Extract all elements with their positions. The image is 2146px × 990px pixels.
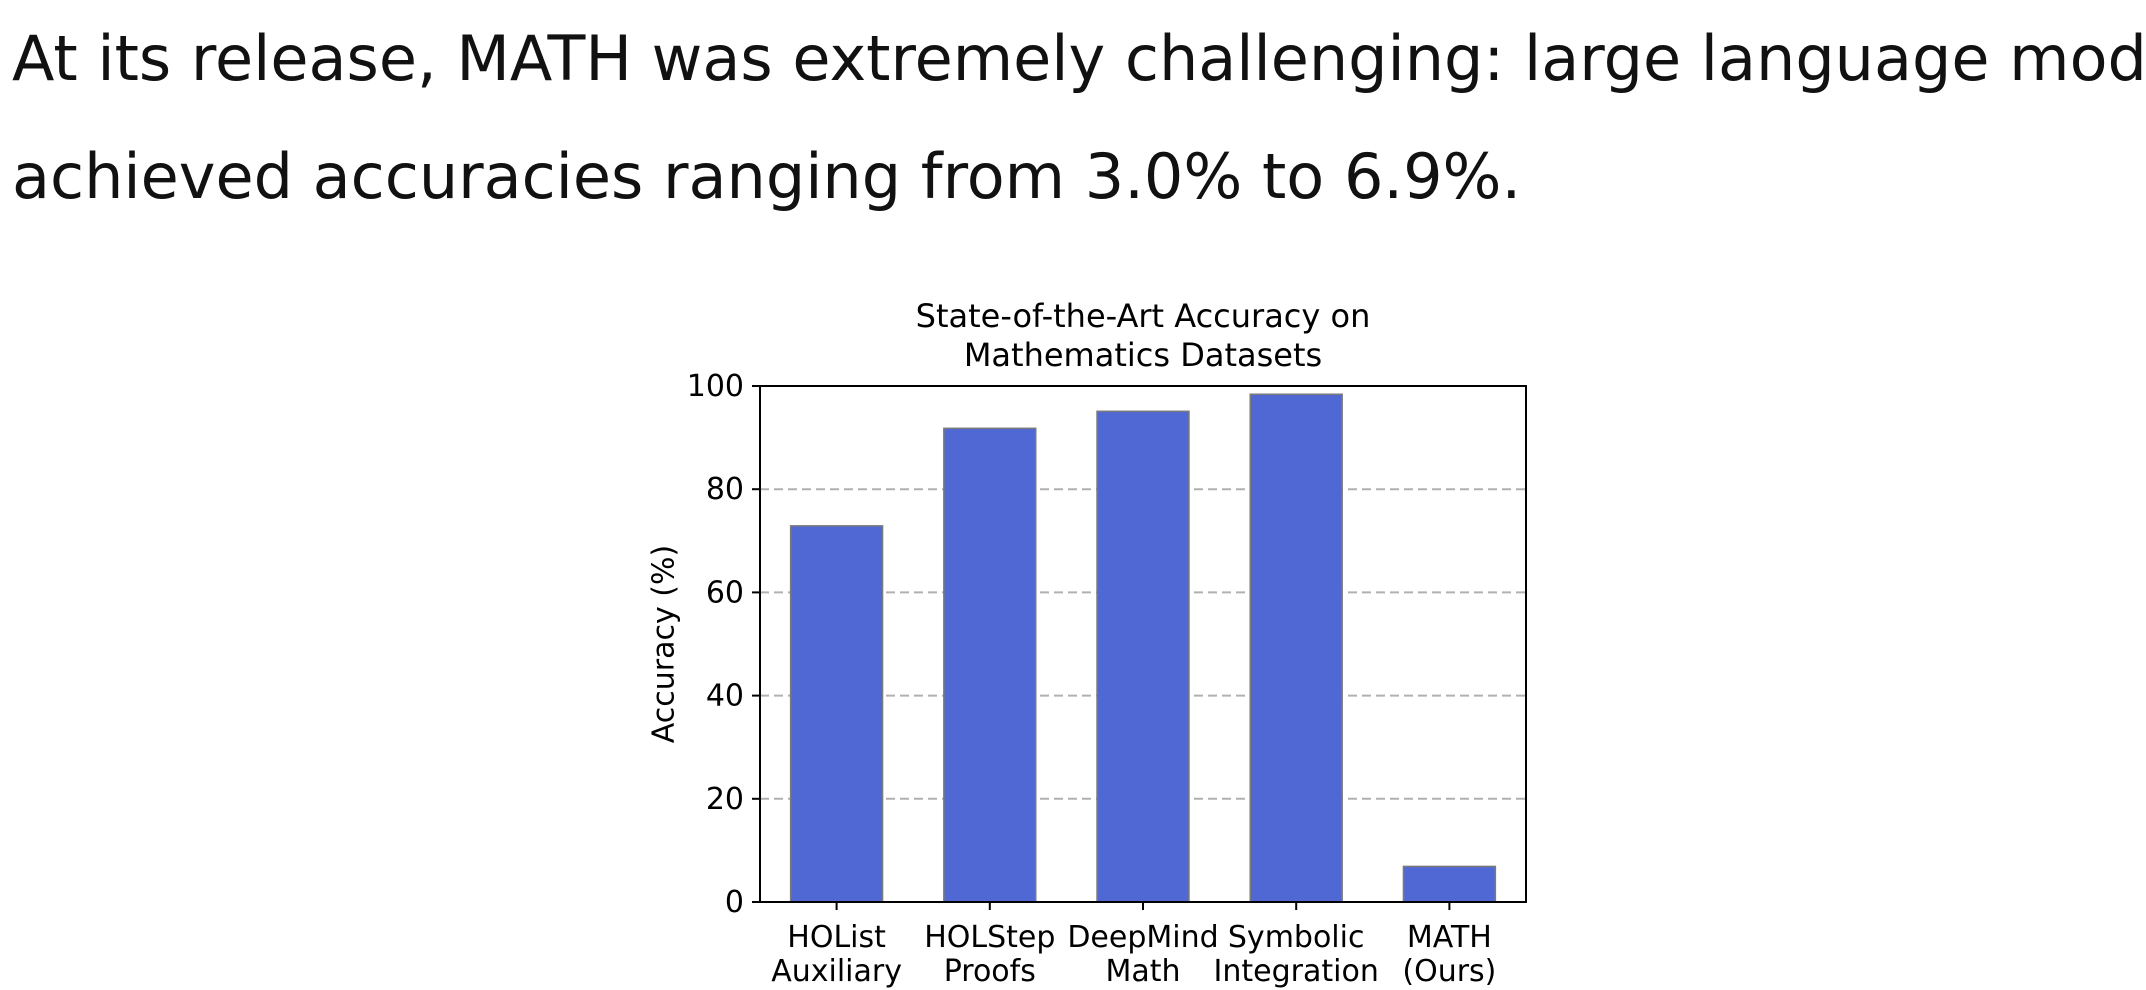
y-tick-label: 40	[706, 679, 744, 714]
x-tick-label: HOList Auxiliary	[771, 920, 902, 989]
y-tick-label: 100	[687, 369, 744, 404]
y-tick-label: 60	[706, 575, 744, 610]
y-axis-ticks: 0 20 40 60 80 100	[687, 369, 760, 920]
y-axis-label: Accuracy (%)	[647, 545, 682, 743]
y-tick-label: 0	[725, 885, 744, 920]
y-tick-label: 80	[706, 472, 744, 507]
bar	[1096, 410, 1190, 903]
x-tick-label: MATH (Ours)	[1402, 920, 1496, 989]
x-tick-label: HOLStep Proofs	[924, 920, 1055, 989]
chart-title-line: Mathematics Datasets	[964, 336, 1322, 374]
intro-line-2: achieved accuracies ranging from 3.0% to…	[12, 140, 1522, 213]
x-tick-label: DeepMind Math	[1067, 920, 1218, 989]
intro-paragraph: At its release, MATH was extremely chall…	[12, 0, 2146, 236]
intro-line-1: At its release, MATH was extremely chall…	[12, 22, 2146, 95]
bar	[943, 427, 1037, 903]
y-tick-label: 20	[706, 782, 744, 817]
bar	[1402, 865, 1497, 903]
bars	[789, 393, 1497, 903]
chart-title-line: State-of-the-Art Accuracy on	[916, 297, 1371, 335]
bar	[1249, 393, 1343, 903]
x-tick-label: Symbolic Integration	[1214, 920, 1379, 989]
bar	[789, 525, 884, 903]
chart-title: State-of-the-Art Accuracy onMathematics …	[916, 297, 1371, 374]
